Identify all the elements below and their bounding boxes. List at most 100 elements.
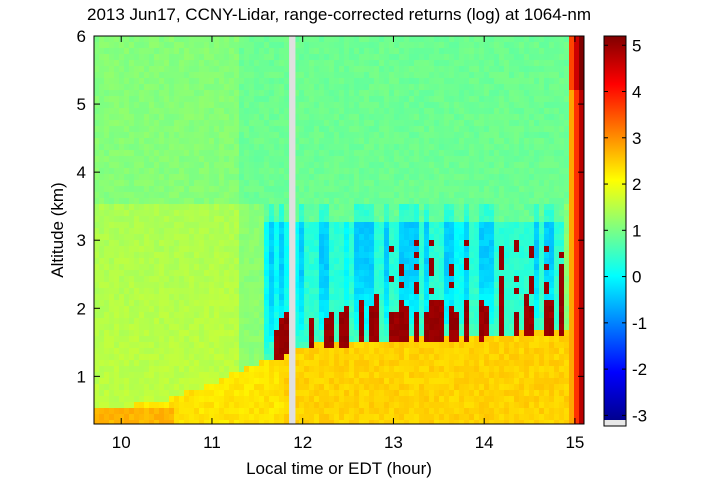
heatmap-cell <box>294 324 300 331</box>
heatmap-cell <box>364 240 370 247</box>
heatmap-cell <box>414 408 420 415</box>
heatmap-cell <box>389 288 395 295</box>
heatmap-cell <box>404 294 410 301</box>
heatmap-cell <box>279 240 285 247</box>
heatmap-cell <box>399 156 405 163</box>
heatmap-cell <box>109 156 115 163</box>
heatmap-cell <box>459 168 465 175</box>
heatmap-cell <box>144 294 150 301</box>
heatmap-cell <box>464 270 470 277</box>
heatmap-cell <box>214 132 220 139</box>
heatmap-cell <box>124 282 130 289</box>
heatmap-cell <box>444 60 450 67</box>
heatmap-cell <box>419 144 425 151</box>
heatmap-cell <box>94 342 100 349</box>
heatmap-cell <box>189 222 195 229</box>
heatmap-cell <box>224 78 230 85</box>
heatmap-cell <box>99 264 105 271</box>
heatmap-cell <box>439 234 445 241</box>
heatmap-cell <box>99 126 105 133</box>
heatmap-cell <box>244 162 250 169</box>
heatmap-cell <box>299 186 305 193</box>
heatmap-cell <box>204 36 210 43</box>
heatmap-cell <box>379 402 385 409</box>
heatmap-cell <box>444 108 450 115</box>
heatmap-cell <box>104 102 110 109</box>
heatmap-cell <box>404 42 410 49</box>
heatmap-cell <box>424 252 430 259</box>
heatmap-cell <box>389 336 395 343</box>
heatmap-cell <box>204 96 210 103</box>
heatmap-cell <box>164 36 170 43</box>
heatmap-cell <box>119 336 125 343</box>
heatmap-cell <box>399 102 405 109</box>
heatmap-cell <box>359 402 365 409</box>
heatmap-cell <box>224 396 230 403</box>
heatmap-cell <box>199 306 205 313</box>
heatmap-cell <box>269 312 275 319</box>
heatmap-cell <box>99 96 105 103</box>
heatmap-cell <box>169 378 175 385</box>
heatmap-cell <box>164 312 170 319</box>
heatmap-cell <box>164 294 170 301</box>
heatmap-cell <box>159 156 165 163</box>
heatmap-cell <box>259 372 265 379</box>
heatmap-cell <box>134 258 140 265</box>
heatmap-cell <box>264 204 270 211</box>
heatmap-cell <box>414 36 420 43</box>
heatmap-cell <box>234 126 240 133</box>
heatmap-cell <box>424 354 430 361</box>
heatmap-cell <box>159 378 165 385</box>
heatmap-cell <box>109 336 115 343</box>
heatmap-cell <box>119 348 125 355</box>
heatmap-cell <box>284 402 290 409</box>
heatmap-cell <box>414 174 420 181</box>
heatmap-cell <box>334 360 340 367</box>
heatmap-cell <box>194 402 200 409</box>
heatmap-cell <box>239 402 245 409</box>
heatmap-cell <box>259 210 265 217</box>
heatmap-cell <box>434 102 440 109</box>
heatmap-cell <box>184 78 190 85</box>
heatmap-cell <box>254 48 260 55</box>
heatmap-cell <box>434 66 440 73</box>
heatmap-cell <box>134 120 140 127</box>
heatmap-cell <box>254 120 260 127</box>
heatmap-cell <box>439 168 445 175</box>
heatmap-cell <box>344 204 350 211</box>
heatmap-cell <box>329 42 335 49</box>
heatmap-cell <box>144 132 150 139</box>
heatmap-cell <box>454 252 460 259</box>
heatmap-cell <box>339 420 345 424</box>
heatmap-cell <box>349 204 355 211</box>
heatmap-cell <box>324 204 330 211</box>
heatmap-cell <box>314 270 320 277</box>
heatmap-cell <box>174 270 180 277</box>
heatmap-cell <box>459 390 465 397</box>
heatmap-cell <box>469 132 475 139</box>
heatmap-cell <box>129 240 135 247</box>
heatmap-cell <box>184 192 190 199</box>
heatmap-cell <box>354 240 360 247</box>
heatmap-cell <box>414 102 420 109</box>
heatmap-cell <box>249 300 255 307</box>
heatmap-cell <box>314 264 320 271</box>
heatmap-cell <box>309 306 315 313</box>
heatmap-cell <box>139 42 145 49</box>
heatmap-cell <box>364 252 370 259</box>
heatmap-cell <box>399 390 405 397</box>
heatmap-cell <box>219 204 225 211</box>
heatmap-cell <box>394 342 400 349</box>
heatmap-cell <box>329 108 335 115</box>
heatmap-cell <box>149 210 155 217</box>
heatmap-cell <box>339 108 345 115</box>
heatmap-cell <box>254 318 260 325</box>
heatmap-cell <box>129 54 135 61</box>
heatmap-cell <box>334 336 340 343</box>
heatmap-cell <box>309 198 315 205</box>
heatmap-cell <box>214 372 220 379</box>
heatmap-cell <box>419 276 425 283</box>
heatmap-cell <box>124 408 130 415</box>
heatmap-cell <box>414 54 420 61</box>
heatmap-cell <box>379 330 385 337</box>
